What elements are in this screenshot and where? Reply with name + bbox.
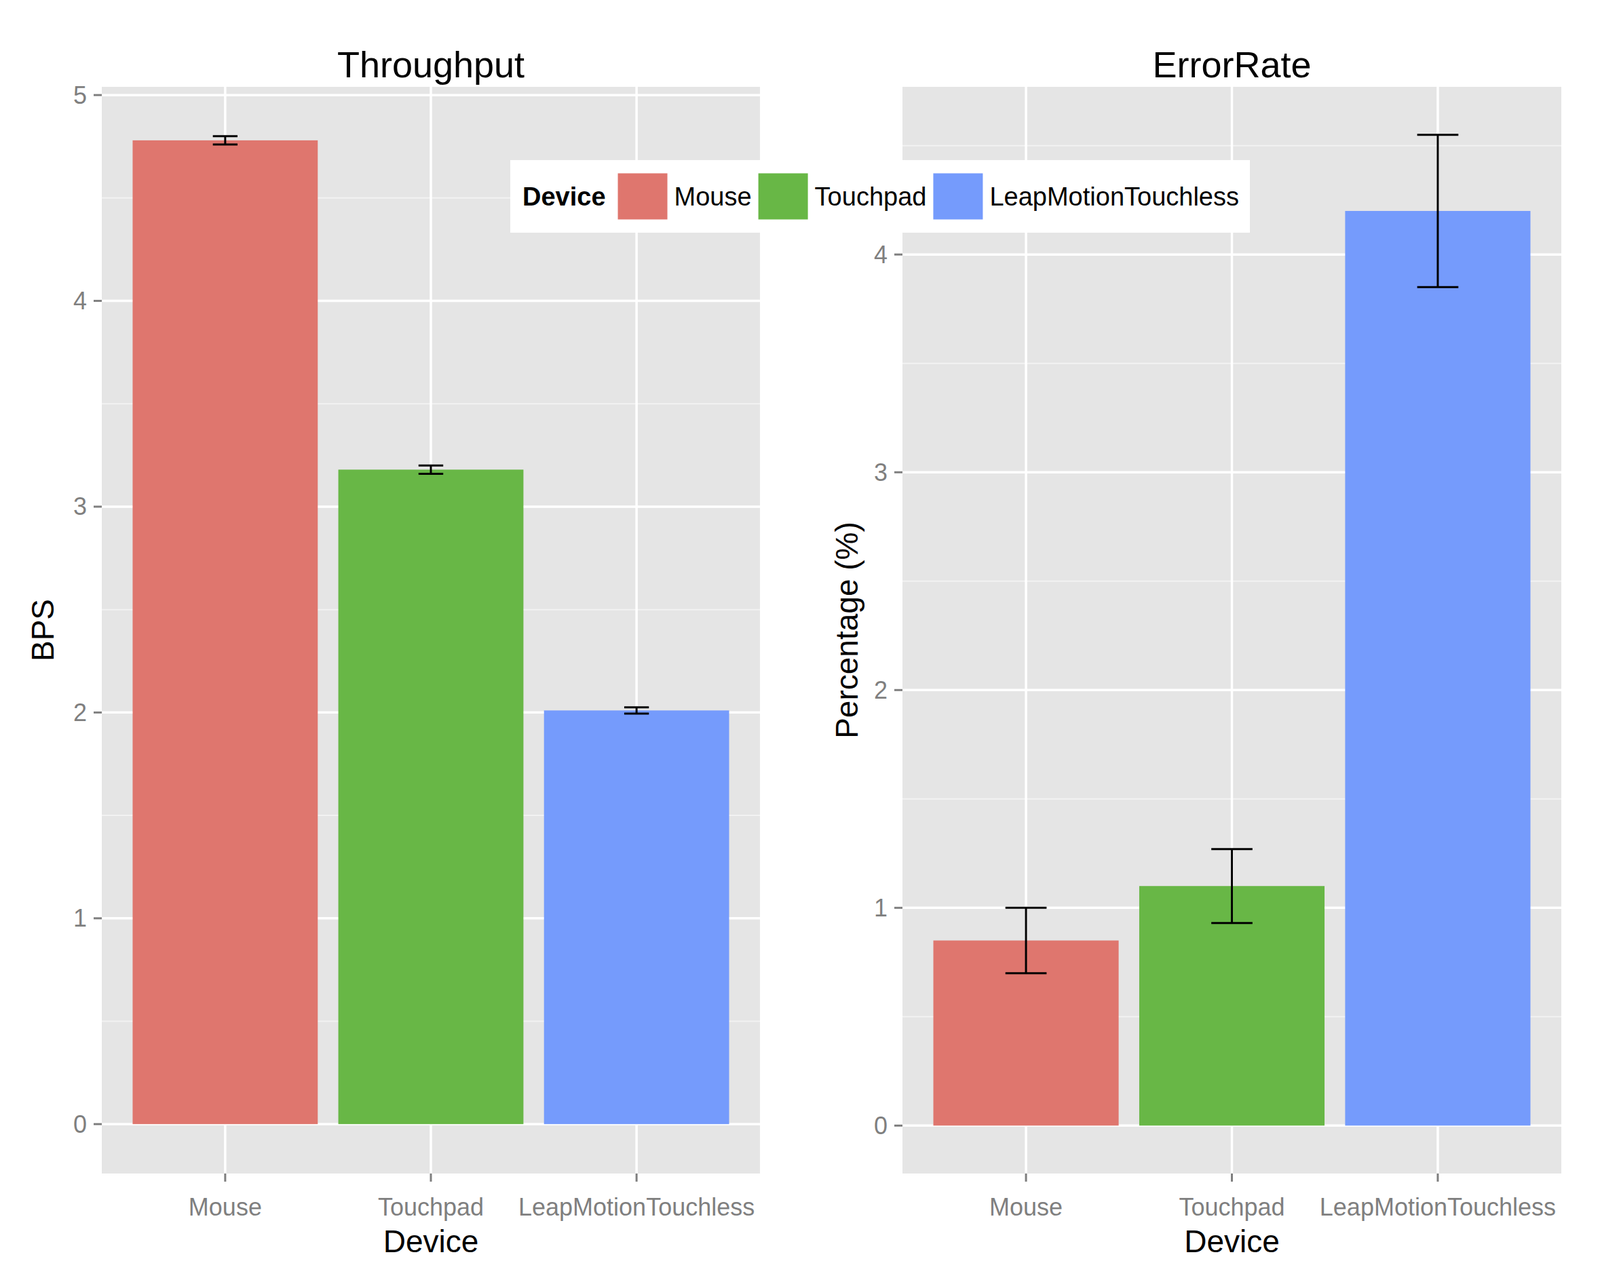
error-bar (624, 707, 649, 714)
x-tick-label: Touchpad (377, 1193, 484, 1222)
y-tick (894, 907, 903, 910)
y-tick-label: 0 (873, 1112, 888, 1140)
y-tick-label: 2 (73, 698, 87, 727)
error-bar (213, 136, 238, 145)
x-tick (223, 1173, 226, 1183)
title: Throughput (337, 44, 525, 85)
error-bar (1417, 135, 1459, 288)
y-tick-label: 2 (873, 676, 888, 705)
error-cap (1417, 286, 1459, 289)
legend-key (932, 173, 983, 220)
error-cap (624, 712, 649, 715)
x-tick-label: Mouse (989, 1193, 1063, 1222)
bar (338, 469, 524, 1125)
chart-root: 0 1 2 3 4 5 Mouse Touchpad LeapMotionTouchless Th… (0, 0, 1600, 1280)
error-stem (1230, 849, 1233, 924)
x-tick (430, 1173, 433, 1183)
error-stem (223, 136, 226, 145)
legend-label: LeapMotionTouchless (989, 182, 1240, 212)
bar (132, 140, 318, 1125)
x-tick (635, 1173, 638, 1183)
y-tick (93, 94, 102, 97)
error-cap (624, 706, 649, 709)
error-cap (418, 464, 444, 467)
bar (544, 710, 730, 1125)
legend-label: Mouse (674, 182, 752, 212)
y-tick (93, 299, 102, 302)
error-cap (1417, 133, 1459, 136)
error-bar (418, 465, 444, 474)
y-tick (93, 1123, 102, 1126)
legend-title: Device (522, 182, 606, 212)
x-tick-label: Touchpad (1178, 1193, 1285, 1222)
y-tick-label: 1 (73, 904, 87, 933)
error-bar (1211, 849, 1253, 924)
error-cap (213, 143, 238, 146)
error-bar (1005, 907, 1047, 974)
y-tick (93, 711, 102, 714)
y-tick-label: 4 (73, 287, 87, 315)
legend-key (618, 173, 668, 220)
error-cap (1005, 907, 1047, 910)
x-tick-label: Mouse (188, 1193, 262, 1222)
x-tick-label: LeapMotionTouchless (1319, 1193, 1556, 1222)
plot-background (902, 86, 1562, 1174)
error-cap (213, 135, 238, 138)
y-tick-label: 1 (873, 894, 888, 923)
plot-background (101, 86, 760, 1174)
y-tick (894, 253, 903, 256)
x-axis-label: Device (1184, 1224, 1280, 1260)
y-tick-label: 5 (73, 81, 87, 110)
error-cap (418, 472, 444, 475)
error-cap (1211, 922, 1253, 925)
legend-key (758, 173, 809, 220)
error-cap (1005, 972, 1047, 975)
y-tick-label: 3 (873, 458, 888, 487)
x-tick (1025, 1173, 1028, 1183)
marks (933, 135, 1531, 1127)
y-tick (894, 471, 903, 474)
legend: Device Mouse Touchpad LeapMotionTouchless (510, 160, 1250, 233)
error-stem (430, 465, 433, 474)
y-tick (894, 689, 903, 692)
legend-label: Touchpad (814, 182, 927, 212)
error-stem (1025, 907, 1028, 974)
bar (1344, 211, 1531, 1126)
y-axis-label: BPS (25, 599, 61, 662)
x-tick (1230, 1173, 1233, 1183)
y-tick-label: 0 (73, 1110, 87, 1139)
x-tick (1436, 1173, 1439, 1183)
error-cap (1211, 848, 1253, 851)
y-tick-label: 4 (873, 240, 888, 269)
y-tick (894, 1125, 903, 1128)
legend-box (510, 160, 1250, 233)
y-tick (93, 505, 102, 508)
marks (132, 136, 729, 1125)
y-axis-label: Percentage (%) (829, 521, 865, 739)
y-tick-label: 3 (73, 492, 87, 521)
y-tick (93, 917, 102, 920)
title: ErrorRate (1152, 44, 1311, 85)
x-axis-label: Device (383, 1224, 480, 1260)
error-stem (1436, 135, 1439, 288)
x-tick-label: LeapMotionTouchless (518, 1193, 755, 1222)
